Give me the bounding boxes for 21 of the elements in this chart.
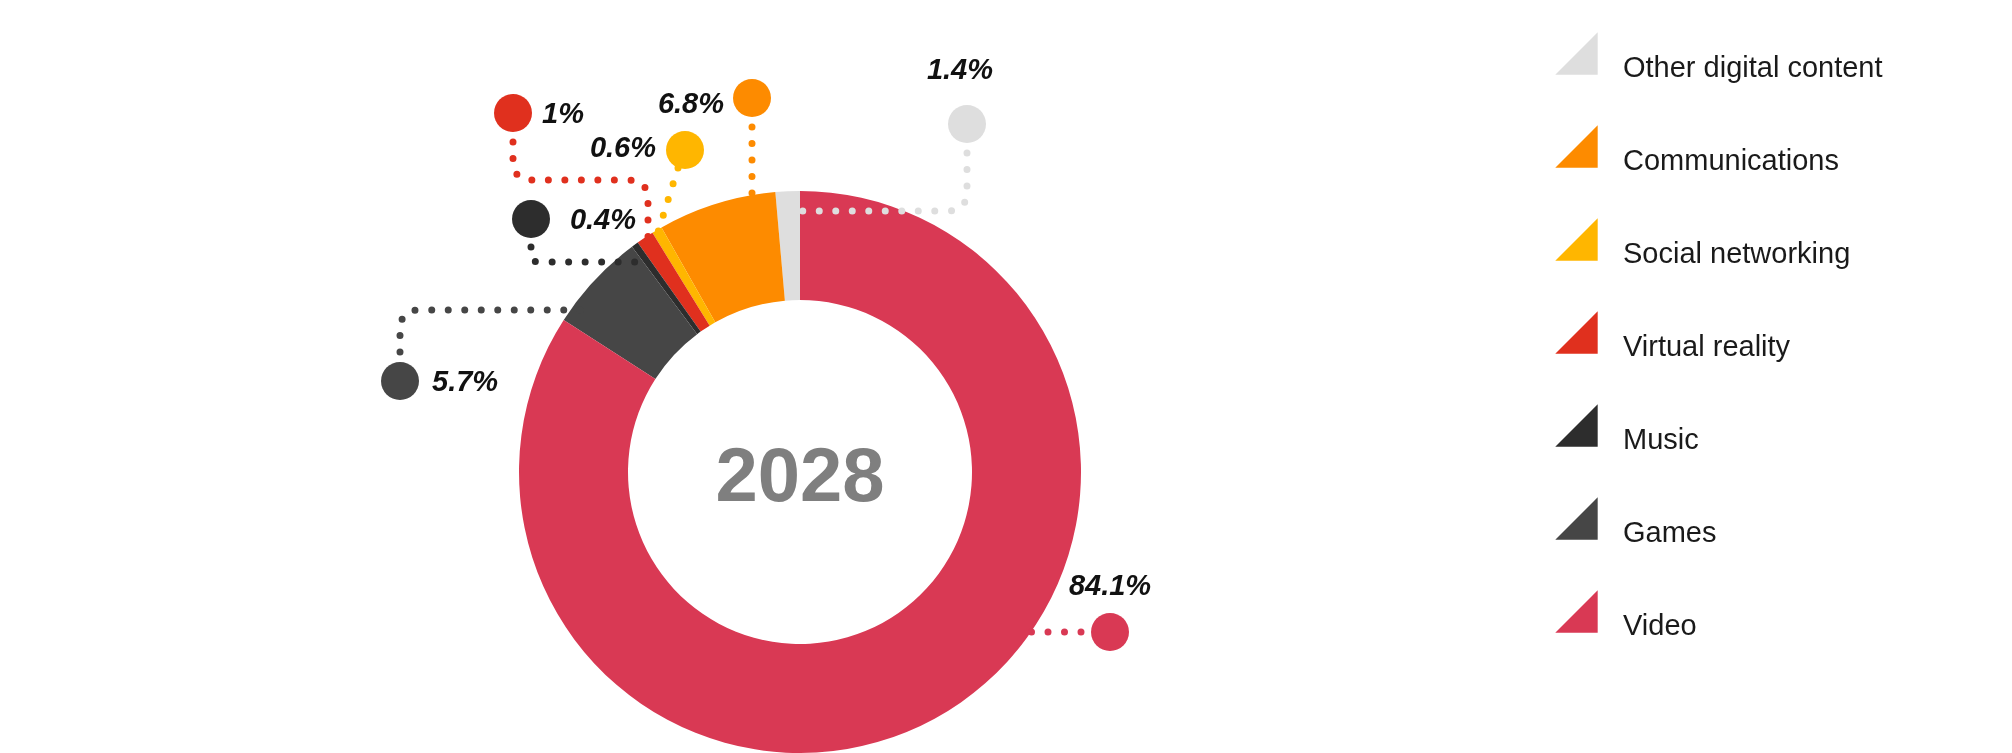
- data-label: 5.7%: [432, 365, 499, 397]
- donut-slice: [631, 242, 701, 335]
- legend-label: Other digital content: [1623, 50, 1883, 83]
- donut-slice: [652, 227, 716, 326]
- donut-slice: [637, 232, 710, 332]
- donut-slice: [563, 246, 698, 379]
- data-label: 0.6%: [589, 131, 657, 163]
- legend-label: Virtual reality: [1623, 329, 1791, 362]
- data-label: 1.4%: [926, 53, 994, 85]
- legend-label: Games: [1623, 515, 1717, 548]
- legend-label: Communications: [1623, 143, 1839, 176]
- data-label: 84.1%: [1068, 569, 1152, 601]
- legend-label: Social networking: [1623, 236, 1851, 269]
- data-label: 0.4%: [569, 203, 637, 235]
- legend-label: Music: [1623, 422, 1699, 455]
- donut-slice: [775, 191, 800, 301]
- donut-slice: [661, 192, 785, 323]
- data-label: 1%: [542, 97, 584, 129]
- legend-label: Video: [1623, 608, 1697, 641]
- data-label: 6.8%: [657, 87, 724, 119]
- text: 2028: [715, 431, 885, 517]
